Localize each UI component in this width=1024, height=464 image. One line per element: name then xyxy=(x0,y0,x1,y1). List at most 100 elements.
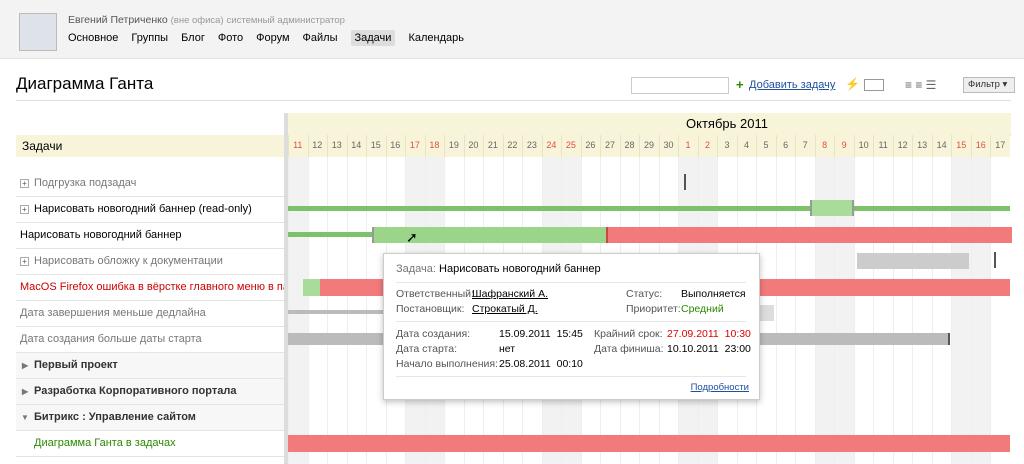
day-cell xyxy=(892,135,913,157)
day-label: 15 xyxy=(370,140,381,150)
task-row[interactable]: + Нарисовать обложку к документации xyxy=(16,249,284,275)
day-cell xyxy=(639,135,659,157)
day-label: 16 xyxy=(390,140,401,150)
day-cell xyxy=(814,135,835,157)
day-cell xyxy=(522,135,542,157)
day-cell xyxy=(736,135,757,157)
toggle[interactable]: ▶ xyxy=(22,361,29,370)
task-row[interactable]: Нарисовать новогодний баннер xyxy=(16,223,284,249)
day-label: 12 xyxy=(312,140,323,150)
user-info: Евгений Петриченко (вне офиса) системный… xyxy=(68,14,345,26)
user-status: (вне офиса) xyxy=(170,15,224,26)
day-cell xyxy=(346,135,367,157)
task-label: Дата создания больше даты старта xyxy=(20,333,202,345)
cursor: ➚ xyxy=(406,229,418,245)
expand[interactable]: + xyxy=(20,257,29,266)
day-label: 22 xyxy=(507,140,518,150)
task-row[interactable]: + Подгрузка подзадач xyxy=(16,171,284,197)
user-name[interactable]: Евгений Петриченко xyxy=(68,14,168,26)
day-cell xyxy=(853,135,874,157)
day-cell xyxy=(307,135,327,157)
project-row[interactable]: ▶ Первый проект xyxy=(16,353,284,379)
finish-time: 23:00 xyxy=(724,343,751,355)
label: Дата создания: xyxy=(396,328,471,340)
day-cell xyxy=(795,135,815,157)
toggle[interactable]: ▶ xyxy=(22,387,29,396)
nav-item[interactable]: Форум xyxy=(256,32,290,44)
day-label: 20 xyxy=(468,140,479,150)
details-link[interactable]: Подробности xyxy=(690,382,749,393)
task-row[interactable]: + Нарисовать новогодний баннер (read-only… xyxy=(16,197,284,223)
responsible[interactable]: Шафранский А. xyxy=(472,288,548,300)
view-icon[interactable] xyxy=(864,79,884,91)
divider xyxy=(396,282,746,283)
day-cell xyxy=(463,135,484,157)
day-label: 6 xyxy=(783,140,789,150)
project-row[interactable]: ▼ Битрикс : Управление сайтом xyxy=(16,405,284,431)
project-label: Битрикс : Управление сайтом xyxy=(34,411,196,423)
nav-item[interactable]: Календарь xyxy=(408,32,464,44)
month-header xyxy=(288,113,1011,136)
task-row[interactable]: Диаграмма Ганта в задачах xyxy=(16,431,284,457)
day-label: 17 xyxy=(409,140,420,150)
day-cell xyxy=(405,135,425,157)
day-label: 13 xyxy=(331,140,342,150)
day-cell xyxy=(658,135,679,157)
day-label: 9 xyxy=(841,140,847,150)
day-cell xyxy=(483,135,503,157)
task-row[interactable]: Дата создания больше даты старта xyxy=(16,327,284,353)
creator[interactable]: Строкатый Д. xyxy=(472,303,538,315)
project-row[interactable]: ▶ Разработка Корпоративного портала xyxy=(16,379,284,405)
zoom-icons[interactable]: ≡ ≡ ☰ xyxy=(905,78,937,92)
label: Ответственный: xyxy=(396,288,474,300)
label: Статус: xyxy=(626,288,663,300)
tasks-header: Задачи xyxy=(16,135,284,157)
day-cell xyxy=(366,135,386,157)
nav-item[interactable]: Задачи xyxy=(350,30,396,46)
search-input[interactable] xyxy=(631,77,729,94)
day-cell xyxy=(444,135,464,157)
day-label: 10 xyxy=(858,140,869,150)
task-label: Нарисовать новогодний баннер (read-only) xyxy=(34,203,252,215)
weekend-column xyxy=(970,157,991,464)
task-popup: Задача: Нарисовать новогодний баннер Отв… xyxy=(383,253,760,400)
created-date: 15.09.2011 xyxy=(499,328,551,340)
milestone xyxy=(994,252,996,268)
day-label: 25 xyxy=(565,140,576,150)
nav-item[interactable]: Группы xyxy=(131,32,169,44)
expand[interactable]: + xyxy=(20,205,29,214)
day-label: 11 xyxy=(293,140,303,150)
filter-button[interactable]: Фильтр ▾ xyxy=(963,77,1015,93)
label: Задача: xyxy=(396,263,436,275)
task-label: Диаграмма Ганта в задачах xyxy=(34,437,176,449)
user-position: системный администратор xyxy=(226,15,345,26)
nav-item[interactable]: Блог xyxy=(181,32,205,44)
toggle[interactable]: ▼ xyxy=(21,413,29,422)
began-date: 25.08.2011 xyxy=(499,358,551,370)
task-bar xyxy=(372,227,606,243)
nav-item[interactable]: Фото xyxy=(217,32,244,44)
expand[interactable]: + xyxy=(20,179,29,188)
avatar[interactable] xyxy=(19,13,57,51)
add-task-link[interactable]: Добавить задачу xyxy=(749,79,836,91)
label: Приоритет: xyxy=(626,303,681,315)
day-cell xyxy=(697,135,718,157)
nav-item[interactable]: Основное xyxy=(68,32,119,44)
day-label: 29 xyxy=(643,140,654,150)
label: Дата старта: xyxy=(396,343,458,355)
day-label: 5 xyxy=(763,140,769,150)
task-row[interactable]: MacOS Firefox ошибка в вёрстке главного … xyxy=(16,275,284,301)
task-row[interactable]: Дата завершения меньше дедлайна xyxy=(16,301,284,327)
task-bar xyxy=(303,279,320,296)
day-label: 26 xyxy=(585,140,596,150)
task-bar xyxy=(810,200,854,216)
day-cell xyxy=(912,135,932,157)
nav-item[interactable]: Файлы xyxy=(302,32,338,44)
splitter[interactable] xyxy=(284,113,288,464)
task-label: MacOS Firefox ошибка в вёрстке главного … xyxy=(20,281,284,293)
lightning-icon[interactable]: ⚡ xyxy=(845,77,860,91)
day-label: 2 xyxy=(705,140,711,150)
weekend-column xyxy=(951,157,971,464)
began-time: 00:10 xyxy=(556,358,583,370)
day-cell xyxy=(951,135,971,157)
